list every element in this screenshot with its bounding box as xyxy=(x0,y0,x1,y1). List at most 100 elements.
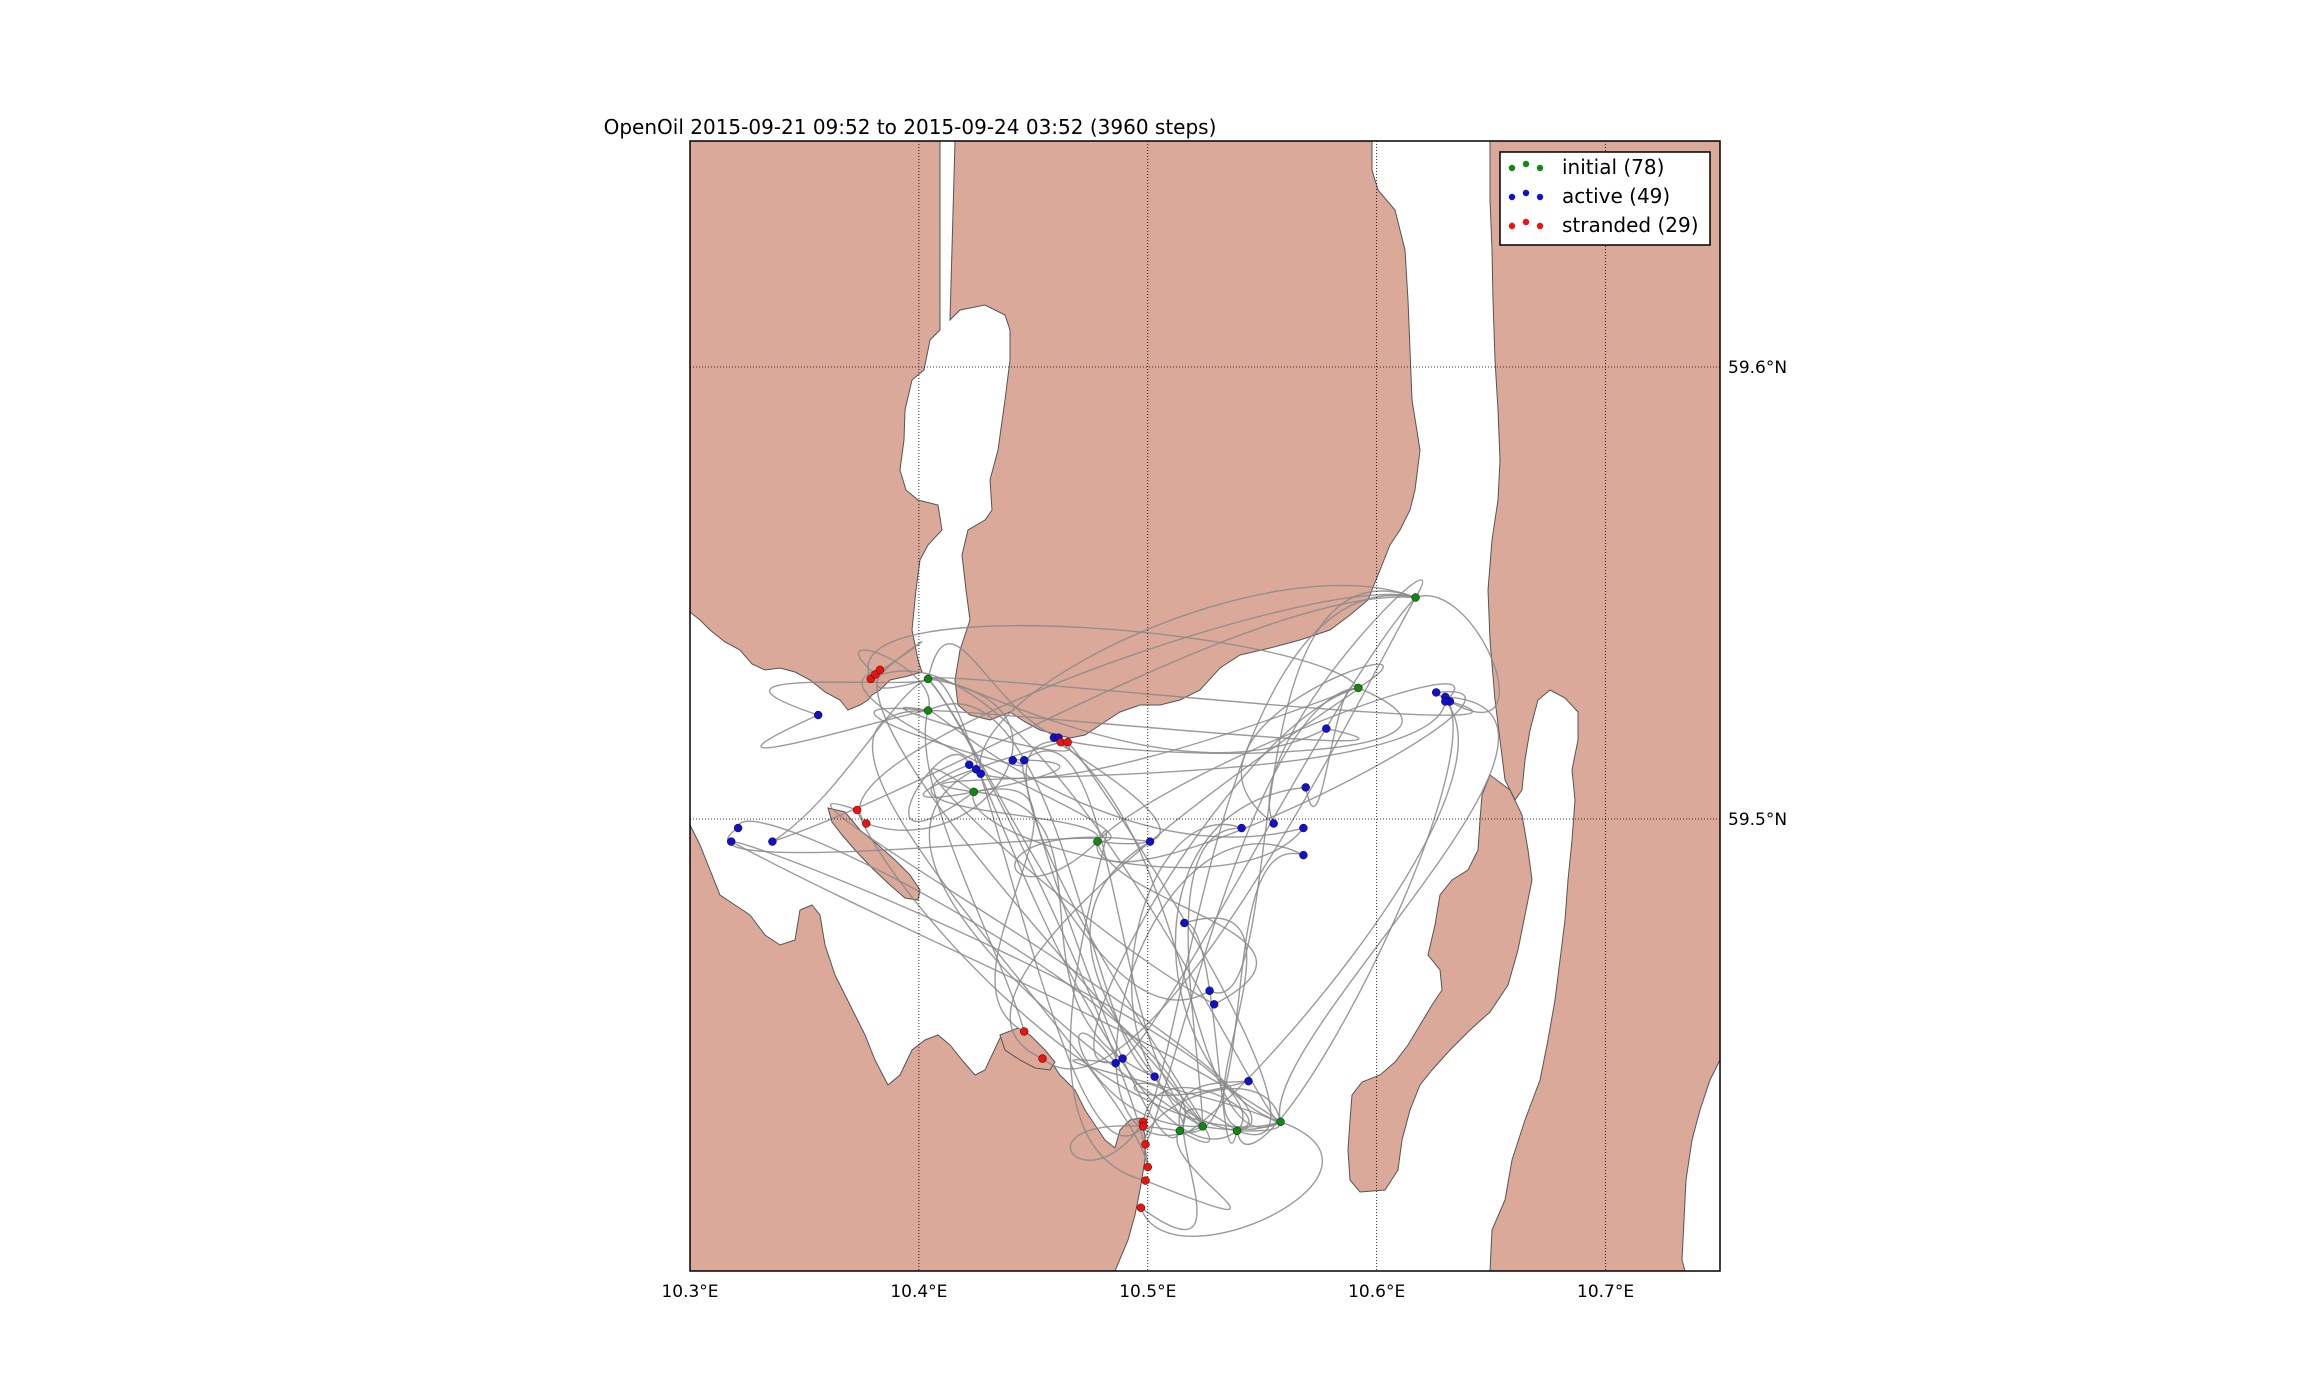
legend-active-swatch xyxy=(1522,189,1530,197)
stranded-particle-marker xyxy=(852,805,862,815)
trajectory-line xyxy=(867,624,1359,689)
trajectory-line xyxy=(908,753,975,823)
initial-particle-marker xyxy=(1411,593,1420,602)
trajectory-line xyxy=(930,764,1099,842)
land-southwest xyxy=(690,824,1146,1271)
stranded-particle-marker xyxy=(862,819,871,828)
active-particle-marker xyxy=(1180,918,1189,928)
land-layer xyxy=(690,141,1720,1271)
trajectory-line xyxy=(1278,696,1500,1123)
legend-active-swatch xyxy=(1536,193,1544,201)
active-particle-marker xyxy=(1244,1076,1253,1086)
active-particle-marker xyxy=(1431,688,1441,697)
stranded-particle-marker xyxy=(1141,1176,1150,1185)
trajectory-line xyxy=(857,649,930,711)
initial-particle-marker xyxy=(923,674,933,684)
trajectory-line xyxy=(866,678,1014,831)
trajectory-line xyxy=(1053,737,1281,1129)
trajectory-line xyxy=(973,791,1155,1078)
legend-initial-swatch xyxy=(1508,164,1516,172)
map-frame xyxy=(689,140,1721,1272)
trajectory-line xyxy=(856,809,1281,1128)
active-particle-marker xyxy=(727,837,736,846)
trajectory-line xyxy=(731,840,1244,1132)
particle-markers xyxy=(727,593,1455,1212)
trajectory-line xyxy=(928,768,1204,1127)
trajectory-line xyxy=(875,641,929,689)
trajectory-line xyxy=(979,584,1416,774)
trajectory-line xyxy=(1096,690,1466,863)
trajectory-line xyxy=(1096,841,1258,1005)
initial-particle-marker xyxy=(923,706,933,715)
active-particle-marker xyxy=(1299,850,1308,860)
stranded-particle-marker xyxy=(1038,1054,1047,1063)
trajectory-line xyxy=(1241,663,1385,825)
trajectory-line xyxy=(928,709,1360,742)
stranded-particle-marker xyxy=(1063,737,1072,747)
trajectory-line xyxy=(1144,687,1359,1145)
legend-box xyxy=(1499,151,1711,246)
trajectory-line xyxy=(941,701,1447,793)
active-particle-marker xyxy=(1150,1072,1159,1081)
active-particle-marker xyxy=(1205,986,1214,995)
trajectory-line xyxy=(870,670,1282,1123)
active-particle-marker xyxy=(1269,819,1278,828)
trajectory-line xyxy=(924,710,1025,1032)
trajectory-line xyxy=(1179,852,1304,1134)
trajectory-line xyxy=(1140,1108,1238,1231)
trajectory-line xyxy=(1268,579,1424,824)
active-particle-marker xyxy=(733,823,743,833)
legend-initial-swatch xyxy=(1536,164,1544,172)
trajectory-line xyxy=(1021,759,1181,1139)
trajectory-line xyxy=(927,677,1327,754)
stranded-particle-marker xyxy=(1136,1203,1146,1212)
legend-active-label: active (49) xyxy=(1562,184,1670,208)
trajectory-line xyxy=(927,677,1474,716)
trajectory-line xyxy=(859,593,1416,825)
active-particle-marker xyxy=(1322,724,1331,733)
active-particle-marker xyxy=(1301,783,1310,792)
stranded-particle-marker xyxy=(1138,1122,1148,1131)
land-east xyxy=(1487,141,1720,1271)
trajectory-line xyxy=(927,703,1155,1078)
trajectory-line xyxy=(1115,843,1304,1136)
active-particle-marker xyxy=(1237,823,1246,833)
lon-tick-label: 10.7°E xyxy=(1577,1282,1634,1302)
trajectory-line xyxy=(1069,1121,1180,1161)
trajectory-line xyxy=(1096,683,1456,843)
trajectory-line xyxy=(1415,595,1500,713)
trajectory-line xyxy=(737,820,1186,1132)
stranded-particle-marker xyxy=(1141,1140,1150,1149)
lon-tick-label: 10.4°E xyxy=(890,1282,947,1302)
active-particle-marker xyxy=(1008,756,1017,765)
initial-particle-marker xyxy=(1232,1126,1242,1136)
trajectory-line xyxy=(930,768,1215,1005)
initial-particle-marker xyxy=(1276,1117,1285,1127)
lat-tick-label: 59.5°N xyxy=(1728,810,1787,830)
legend-stranded-swatch xyxy=(1536,222,1544,230)
lon-tick-label: 10.6°E xyxy=(1348,1282,1405,1302)
trajectory-line xyxy=(1042,597,1417,1070)
map-title: OpenOil 2015-09-21 09:52 to 2015-09-24 0… xyxy=(604,115,1217,139)
trajectory-line xyxy=(1014,836,1151,878)
trajectory-line xyxy=(1142,594,1416,1127)
trajectory-line xyxy=(871,709,1149,1168)
stranded-particle-marker xyxy=(1143,1162,1152,1172)
initial-particle-marker xyxy=(1198,1122,1207,1131)
land-southeast-peninsula xyxy=(1347,774,1533,1193)
legend-active-swatch xyxy=(1508,193,1516,201)
lon-tick-label: 10.3°E xyxy=(661,1282,718,1302)
land-northwest xyxy=(690,141,943,711)
trajectory-line xyxy=(1184,922,1238,1144)
trajectory-line xyxy=(876,669,1211,1144)
map-tick-labels: 10.3°E 10.4°E 10.5°E 10.6°E 10.7°E 59.6°N 59.5… xyxy=(661,358,1787,1302)
legend-stranded-swatch xyxy=(1522,218,1530,226)
trajectory-line xyxy=(1009,686,1362,1060)
active-particle-marker xyxy=(1019,756,1029,765)
legend: initial (78) active (49) stranded (29) xyxy=(1499,151,1711,246)
trajectory-line xyxy=(1067,741,1272,1136)
trajectory-line xyxy=(768,678,929,716)
stranded-particle-marker xyxy=(875,665,885,675)
trajectory-line xyxy=(873,707,1024,767)
